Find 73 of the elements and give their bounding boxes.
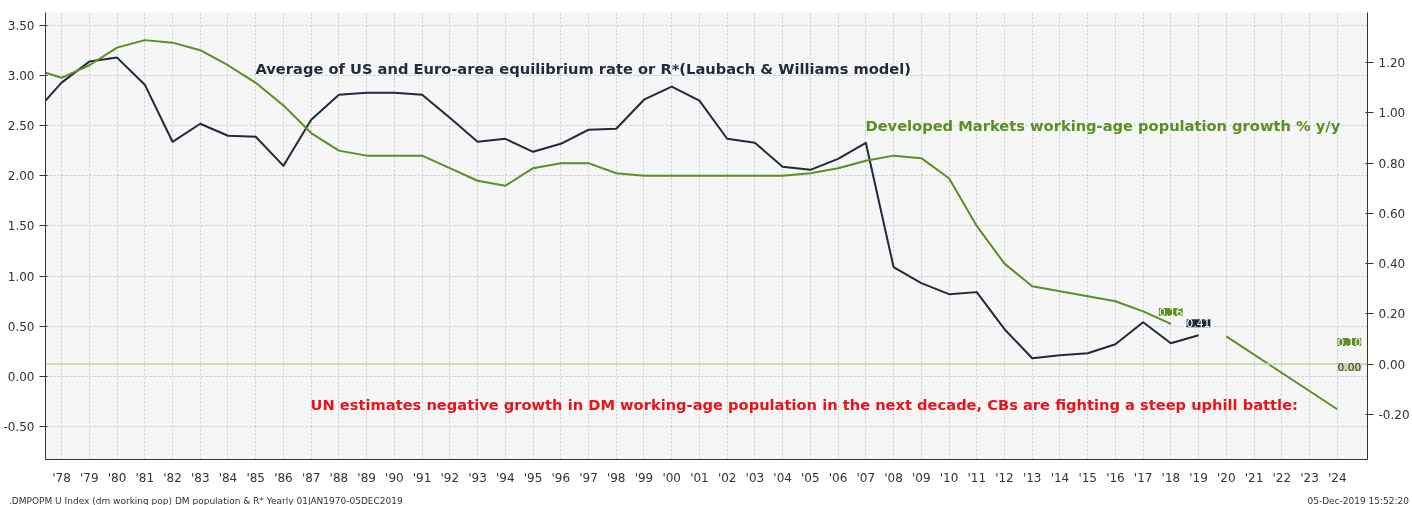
y2-tick-label: 0.40 xyxy=(1378,257,1406,272)
y-tick-label: 2.00 xyxy=(7,169,35,184)
x-tick-label: '18 xyxy=(1161,470,1181,485)
x-tick-label: '98 xyxy=(606,470,626,485)
data-label: 0.41 xyxy=(1186,317,1211,331)
x-tick-label: '95 xyxy=(523,470,543,485)
text: .DMPOPM U Index (dm working pop) DM population & R* Yearly 01JAN1970-05DEC2019 xyxy=(9,495,403,505)
annotation: 0.10 xyxy=(1337,335,1362,349)
x-tick-label: '93 xyxy=(468,470,487,485)
x-tick-label: '90 xyxy=(385,470,404,485)
x-tick-label: '89 xyxy=(357,470,376,485)
x-tick-label: '16 xyxy=(1106,470,1125,485)
x-tick-label: '82 xyxy=(163,470,182,485)
x-tick-label: '78 xyxy=(52,470,71,485)
x-tick-label: '99 xyxy=(634,470,654,485)
y-tick-label: 1.50 xyxy=(7,219,35,234)
x-tick-label: '11 xyxy=(967,470,987,485)
x-tick-label: '88 xyxy=(329,470,349,485)
y-tick-label: 1.00 xyxy=(7,269,35,284)
y-tick-label: -0.50 xyxy=(3,419,35,434)
x-tick-label: '22 xyxy=(1272,470,1292,485)
x-tick-label: '07 xyxy=(856,470,876,485)
x-tick-label: '17 xyxy=(1133,470,1153,485)
x-tick-label: '80 xyxy=(107,470,127,485)
y2-tick-label: 0.60 xyxy=(1378,206,1406,221)
x-tick-label: '84 xyxy=(218,470,238,485)
x-tick-label: '24 xyxy=(1327,470,1347,485)
x-tick-label: '03 xyxy=(745,470,765,485)
x-tick-label: '19 xyxy=(1189,470,1208,485)
x-tick-label: '02 xyxy=(717,470,737,485)
x-tick-label: '05 xyxy=(801,470,820,485)
y2-tick-label: 1.00 xyxy=(1378,106,1406,121)
series-label: Developed Markets working-age population growth % y/y xyxy=(865,116,1341,134)
x-tick-label: '79 xyxy=(80,470,99,485)
x-tick-label: '97 xyxy=(579,470,598,485)
x-tick-label: '13 xyxy=(1022,470,1042,485)
y-tick-label: 0.00 xyxy=(7,369,35,384)
x-tick-label: '92 xyxy=(440,470,460,485)
x-tick-label: '83 xyxy=(190,470,210,485)
y2-tick-label: 0.00 xyxy=(1378,357,1406,372)
y-tick-label: 3.50 xyxy=(7,19,35,34)
x-tick-label: '15 xyxy=(1078,470,1097,485)
y2-tick-label: 0.80 xyxy=(1378,156,1406,171)
x-tick-label: '00 xyxy=(662,470,681,485)
x-tick-label: '20 xyxy=(1217,470,1236,485)
x-tick-label: '09 xyxy=(912,470,931,485)
x-tick-label: '12 xyxy=(995,470,1014,485)
y-tick-label: 3.00 xyxy=(7,69,35,84)
x-tick-label: '23 xyxy=(1300,470,1319,485)
text: Average of US and Euro-area equilibrium rate or R*(Laubach & Williams model) xyxy=(255,59,911,77)
x-tick-label: '04 xyxy=(773,470,792,485)
x-tick-label: '91 xyxy=(412,470,432,485)
y-tick-label: 2.50 xyxy=(7,119,35,134)
x-tick-label: '86 xyxy=(274,470,293,485)
y2-tick-label: -0.20 xyxy=(1378,407,1410,422)
x-tick-label: '21 xyxy=(1244,470,1264,485)
annotation: UN estimates negative growth in DM working-age population in the next decade, CBs are fighting a steep uphill battle: xyxy=(310,395,1298,413)
y2-tick-label: 1.20 xyxy=(1378,56,1406,71)
x-tick-label: '87 xyxy=(301,470,321,485)
text: 05-Dec-2019 15:52:20 xyxy=(1307,495,1409,505)
data-label: 0.16 xyxy=(1158,305,1183,319)
x-tick-label: '96 xyxy=(551,470,571,485)
ref-line-label: 0.00 xyxy=(1337,361,1362,375)
x-tick-label: '94 xyxy=(496,470,515,485)
y-tick-label: 0.50 xyxy=(7,319,35,334)
y2-tick-label: 0.20 xyxy=(1378,307,1406,322)
x-tick-label: '08 xyxy=(884,470,903,485)
x-tick-label: '01 xyxy=(690,470,709,485)
x-tick-label: '85 xyxy=(246,470,265,485)
x-tick-label: '81 xyxy=(135,470,155,485)
x-tick-label: '06 xyxy=(828,470,848,485)
x-tick-label: '14 xyxy=(1050,470,1070,485)
x-tick-label: '10 xyxy=(939,470,959,485)
